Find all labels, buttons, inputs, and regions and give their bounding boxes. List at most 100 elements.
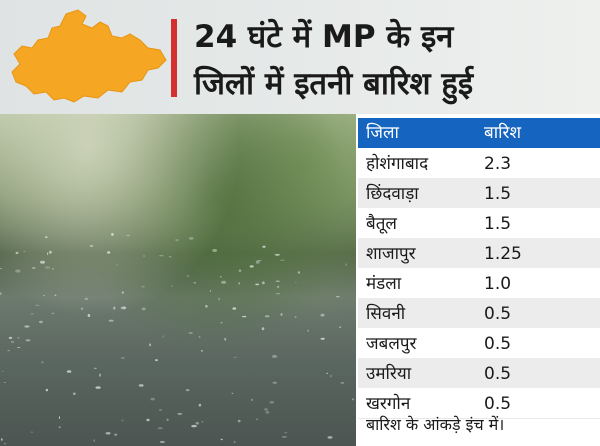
rain-drop bbox=[107, 251, 111, 254]
rain-drop bbox=[193, 282, 197, 284]
rain-drop bbox=[201, 350, 203, 352]
rain-drop bbox=[307, 329, 310, 332]
rain-drop bbox=[188, 237, 194, 240]
rain-drop bbox=[149, 343, 152, 347]
rain-drop bbox=[66, 370, 72, 373]
rain-drop bbox=[120, 357, 125, 359]
rain-drop bbox=[49, 250, 52, 254]
rain-drop bbox=[30, 313, 34, 315]
rain-drop bbox=[233, 440, 236, 444]
rain-drop bbox=[345, 263, 348, 266]
district-cell: जबलपुर bbox=[366, 334, 417, 354]
rainfall-table: जिला बारिश होशंगाबाद 2.3 छिंदवाड़ा 1.5 ब… bbox=[356, 114, 600, 446]
rain-drop bbox=[233, 356, 237, 358]
rain-drop bbox=[264, 315, 270, 318]
rain-drop bbox=[93, 439, 95, 442]
headline: 24 घंटे में MP के इन जिलों में इतनी बारि… bbox=[194, 14, 594, 108]
rain-drop bbox=[89, 244, 94, 247]
rain-drop bbox=[94, 367, 97, 369]
rain-drop bbox=[329, 374, 332, 378]
rain-drop bbox=[87, 314, 91, 317]
rain-drop bbox=[168, 256, 172, 258]
table-row: छिंदवाड़ा 1.5 bbox=[358, 178, 600, 209]
rain-drop bbox=[220, 321, 223, 324]
rain-drop bbox=[242, 315, 247, 318]
rain-drop bbox=[221, 280, 227, 284]
column-header-rain: बारिश bbox=[484, 123, 522, 143]
rain-drop bbox=[0, 438, 3, 441]
rain-drop bbox=[51, 312, 55, 315]
rain-drop bbox=[8, 336, 13, 340]
rain-drop bbox=[126, 234, 130, 237]
rain-cell: 2.3 bbox=[484, 154, 512, 174]
rain-drop bbox=[7, 349, 10, 352]
rain-drop bbox=[284, 432, 288, 434]
rain-cell: 1.5 bbox=[484, 214, 512, 234]
rain-drop bbox=[275, 280, 280, 282]
rain-drop bbox=[249, 265, 254, 268]
rain-drop bbox=[231, 392, 234, 395]
rain-drop bbox=[157, 427, 163, 430]
rain-drop bbox=[159, 255, 164, 257]
rain-drop bbox=[54, 294, 57, 297]
table-row: सिवनी 0.5 bbox=[358, 298, 600, 329]
accent-divider bbox=[171, 19, 177, 97]
rain-drop bbox=[272, 381, 277, 384]
district-cell: बैतूल bbox=[366, 214, 397, 234]
rain-drop bbox=[238, 282, 241, 285]
rain-drop bbox=[105, 432, 111, 435]
rain-drop bbox=[99, 373, 101, 377]
rain-drop bbox=[143, 255, 146, 257]
district-cell: मंडला bbox=[366, 274, 402, 294]
rain-drop bbox=[256, 418, 258, 421]
rain-drop bbox=[114, 433, 118, 436]
table-row: उमरिया 0.5 bbox=[358, 358, 600, 389]
rain-drop bbox=[224, 337, 227, 341]
rain-drop bbox=[262, 245, 266, 248]
rain-drop bbox=[238, 269, 242, 273]
rain-drop bbox=[146, 418, 150, 422]
rain-drop bbox=[2, 370, 4, 372]
rain-drop bbox=[185, 389, 190, 392]
rain-drop bbox=[162, 335, 164, 338]
district-cell: छिंदवाड़ा bbox=[366, 184, 419, 204]
rain-drop bbox=[255, 260, 260, 264]
rain-drop bbox=[205, 304, 208, 308]
rain-drop bbox=[276, 293, 281, 295]
district-cell: होशंगाबाद bbox=[366, 154, 429, 174]
rain-drop bbox=[0, 268, 3, 270]
rain-drops-overlay bbox=[0, 233, 354, 445]
rain-drop bbox=[232, 307, 237, 310]
rain-drop bbox=[45, 388, 49, 392]
rain-drop bbox=[269, 401, 275, 404]
rain-drop bbox=[159, 440, 165, 444]
district-cell: उमरिया bbox=[366, 364, 412, 384]
rain-drop bbox=[45, 236, 48, 239]
rain-drop bbox=[113, 306, 116, 310]
rain-drop bbox=[120, 306, 127, 310]
rain-drop bbox=[276, 285, 280, 288]
rain-drop bbox=[297, 271, 301, 274]
rain-drop bbox=[294, 281, 297, 283]
rain-cell: 0.5 bbox=[484, 334, 512, 354]
header-banner: 24 घंटे में MP के इन जिलों में इतनी बारि… bbox=[0, 0, 600, 114]
rain-drop bbox=[3, 382, 6, 383]
rain-drop bbox=[111, 233, 114, 236]
rain-drop bbox=[175, 239, 179, 242]
rain-drop bbox=[58, 426, 61, 429]
rain-drop bbox=[195, 422, 199, 425]
table-row: खरगोन 0.5 bbox=[358, 388, 600, 419]
rain-drop bbox=[209, 290, 211, 292]
rain-drop bbox=[177, 413, 183, 415]
rain-drop bbox=[108, 319, 114, 322]
table-row: होशंगाबाद 2.3 bbox=[358, 148, 600, 179]
rain-drop bbox=[45, 266, 50, 269]
headline-line-2: जिलों में इतनी बारिश हुई bbox=[194, 66, 474, 102]
rain-cell: 0.5 bbox=[484, 364, 512, 384]
headline-line-1: 24 घंटे में MP के इन bbox=[194, 19, 454, 55]
rain-drop bbox=[198, 403, 202, 407]
rain-cell: 1.0 bbox=[484, 274, 512, 294]
rain-drop bbox=[58, 416, 61, 419]
rain-drop bbox=[274, 253, 280, 256]
rain-drop bbox=[15, 251, 19, 255]
